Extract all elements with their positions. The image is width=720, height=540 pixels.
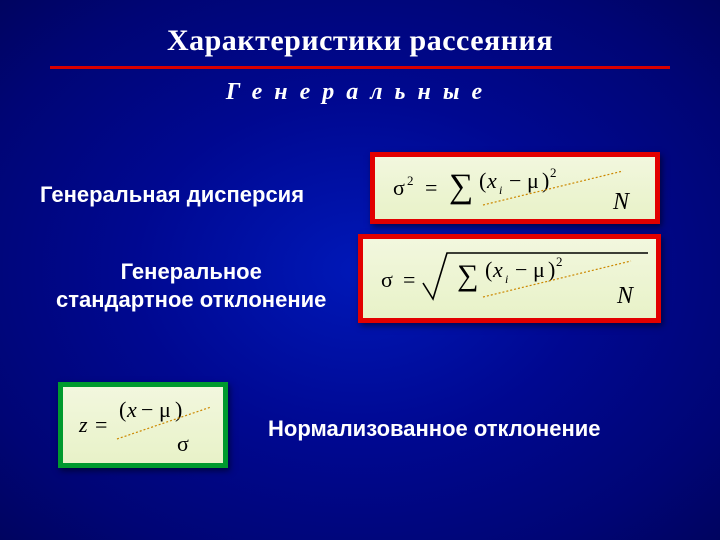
svg-text:2: 2 — [407, 173, 414, 188]
svg-text:μ: μ — [159, 397, 171, 422]
svg-text:σ: σ — [381, 267, 393, 292]
svg-text:σ: σ — [177, 431, 189, 456]
title-rule — [50, 66, 670, 69]
formula-std: σ = ∑ ( x i − μ ) 2 N — [358, 234, 661, 323]
svg-text:i: i — [505, 272, 508, 286]
svg-text:−: − — [515, 257, 527, 282]
formula-std-svg: σ = ∑ ( x i − μ ) 2 N — [363, 239, 656, 318]
svg-text:μ: μ — [533, 257, 545, 282]
svg-text:2: 2 — [550, 165, 557, 180]
svg-text:−: − — [141, 397, 153, 422]
svg-text:μ: μ — [527, 168, 539, 193]
label-variance: Генеральная дисперсия — [40, 182, 304, 208]
svg-text:∑: ∑ — [457, 259, 478, 292]
svg-text:x: x — [486, 168, 497, 193]
svg-text:N: N — [612, 189, 631, 215]
svg-text:(: ( — [479, 168, 486, 193]
svg-text:(: ( — [119, 397, 126, 422]
svg-text:σ: σ — [393, 175, 405, 200]
formula-zscore-svg: z = ( x − μ ) σ — [63, 387, 223, 463]
svg-text:∑: ∑ — [449, 168, 473, 205]
svg-text:): ) — [548, 257, 555, 282]
label-std-line1: Генеральное — [121, 259, 262, 284]
label-std-line2: стандартное отклонение — [56, 287, 326, 312]
slide-title: Характеристики рассеяния — [0, 0, 720, 58]
svg-text:i: i — [499, 183, 502, 197]
svg-text:−: − — [509, 168, 521, 193]
svg-text:=: = — [95, 412, 107, 437]
label-zscore: Нормализованное отклонение — [268, 416, 601, 442]
svg-text:x: x — [492, 257, 503, 282]
formula-variance: σ 2 = ∑ ( x i − μ ) 2 N — [370, 152, 660, 224]
svg-text:2: 2 — [556, 254, 563, 269]
slide-subtitle: Генеральные — [0, 79, 720, 106]
svg-text:=: = — [425, 175, 437, 200]
formula-zscore: z = ( x − μ ) σ — [58, 382, 228, 468]
svg-text:=: = — [403, 267, 415, 292]
svg-text:z: z — [78, 412, 88, 437]
label-std: Генеральное стандартное отклонение — [56, 258, 326, 313]
formula-variance-svg: σ 2 = ∑ ( x i − μ ) 2 N — [375, 157, 655, 219]
svg-text:N: N — [616, 283, 635, 309]
svg-text:x: x — [126, 397, 137, 422]
svg-text:(: ( — [485, 257, 492, 282]
